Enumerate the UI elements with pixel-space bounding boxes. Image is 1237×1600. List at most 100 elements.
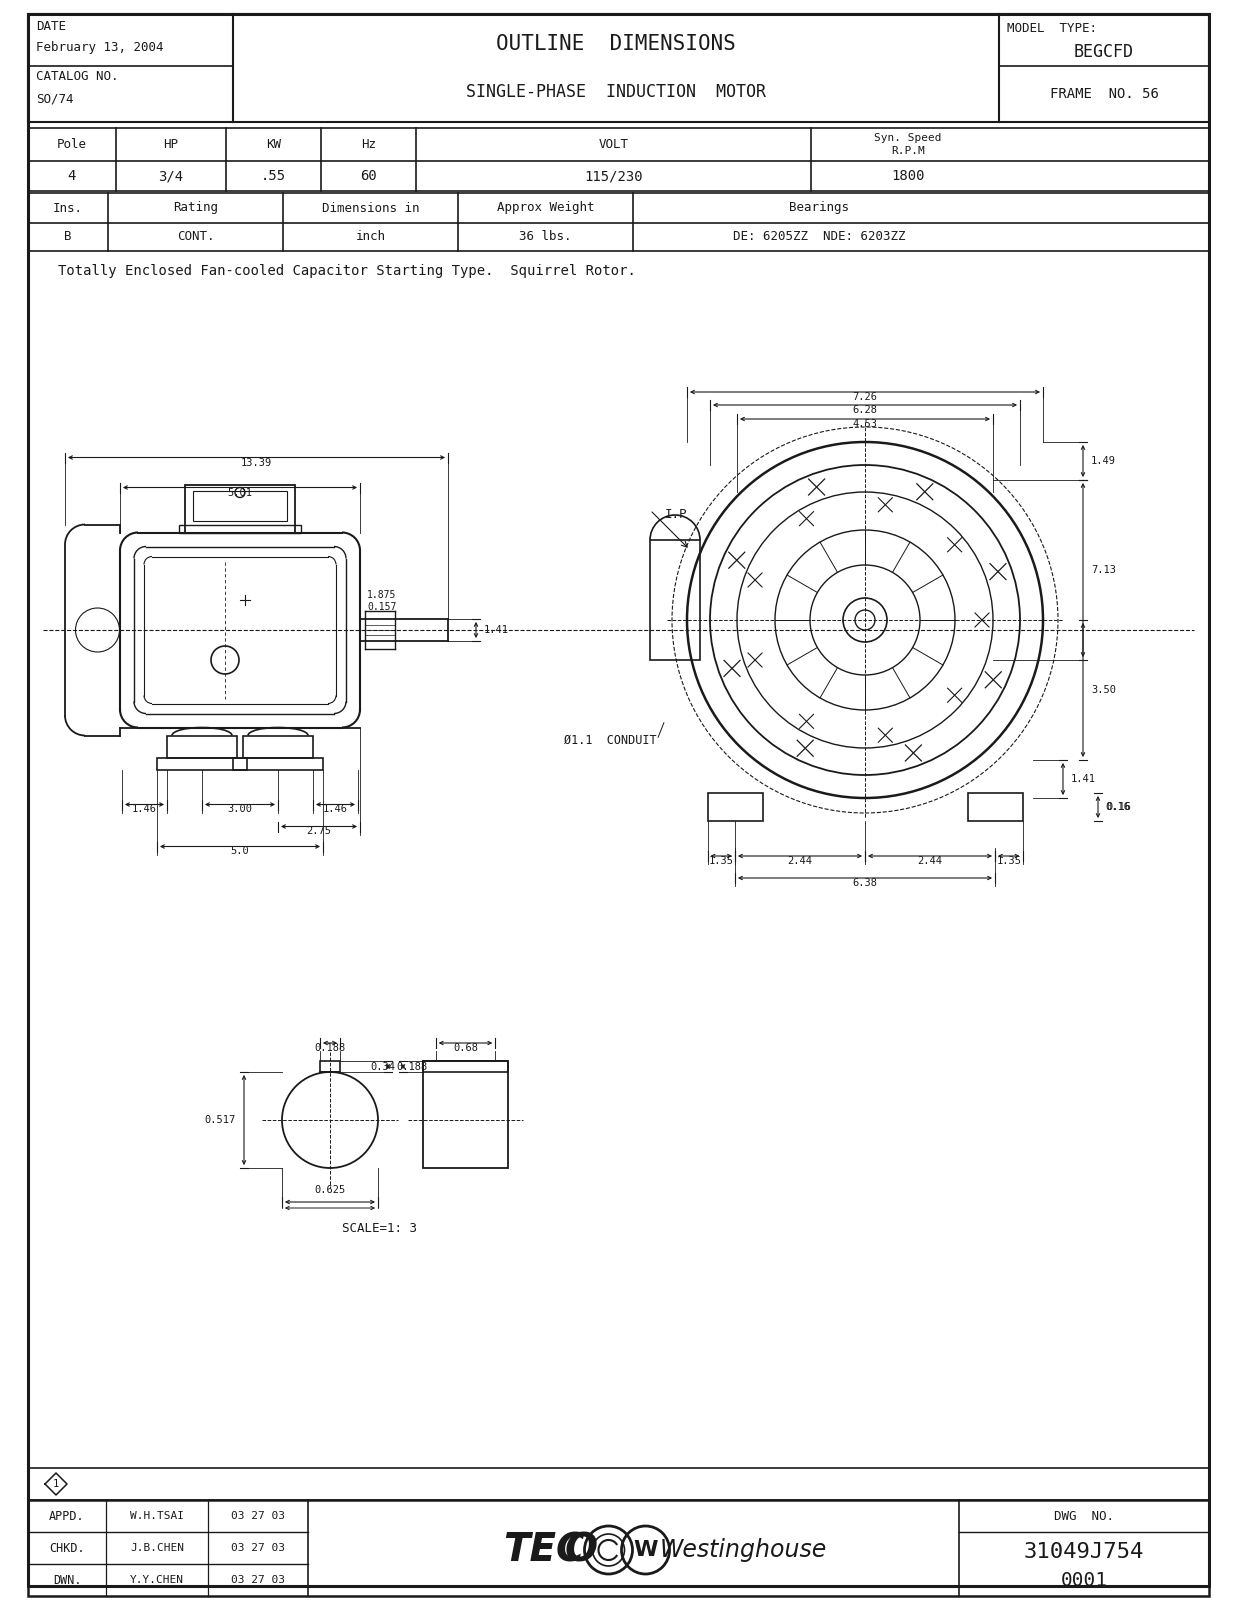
Bar bbox=[179, 525, 301, 533]
Text: 0.517: 0.517 bbox=[205, 1115, 236, 1125]
Text: DWN.: DWN. bbox=[53, 1573, 82, 1587]
Text: FRAME  NO. 56: FRAME NO. 56 bbox=[1049, 86, 1158, 101]
Text: O: O bbox=[565, 1531, 597, 1570]
Text: 1.35: 1.35 bbox=[996, 856, 1022, 866]
Text: 13.39: 13.39 bbox=[241, 458, 272, 467]
Text: Rating: Rating bbox=[173, 202, 218, 214]
Bar bbox=[28, 14, 1209, 122]
Bar bbox=[708, 794, 762, 821]
Text: SINGLE-PHASE  INDUCTION  MOTOR: SINGLE-PHASE INDUCTION MOTOR bbox=[466, 83, 766, 101]
Text: 4: 4 bbox=[68, 170, 77, 182]
Text: Syn. Speed: Syn. Speed bbox=[875, 133, 941, 142]
Bar bbox=[423, 1061, 508, 1168]
Text: W.H.TSAI: W.H.TSAI bbox=[130, 1510, 184, 1522]
Text: 6.38: 6.38 bbox=[852, 878, 877, 888]
Bar bbox=[233, 757, 323, 770]
Text: .55: .55 bbox=[261, 170, 286, 182]
Text: HP: HP bbox=[163, 138, 178, 150]
Text: 1.41: 1.41 bbox=[1071, 774, 1096, 784]
Bar bbox=[28, 1469, 1209, 1501]
Text: 3.00: 3.00 bbox=[228, 805, 252, 814]
Text: 5.0: 5.0 bbox=[230, 846, 250, 856]
Text: R.P.M: R.P.M bbox=[891, 146, 925, 157]
Text: APPD.: APPD. bbox=[49, 1509, 85, 1523]
Text: 7.13: 7.13 bbox=[1091, 565, 1116, 574]
Text: inch: inch bbox=[355, 230, 386, 243]
Text: 1.46: 1.46 bbox=[132, 805, 157, 814]
Text: 1.875: 1.875 bbox=[367, 590, 396, 600]
Text: 1.49: 1.49 bbox=[1091, 456, 1116, 466]
Text: 3.50: 3.50 bbox=[1091, 685, 1116, 694]
Text: 6.28: 6.28 bbox=[852, 405, 877, 414]
Text: 60: 60 bbox=[360, 170, 377, 182]
Text: 2.44: 2.44 bbox=[788, 856, 813, 866]
Text: 2.44: 2.44 bbox=[918, 856, 943, 866]
Text: 1800: 1800 bbox=[891, 170, 925, 182]
Bar bbox=[423, 1061, 508, 1072]
Text: 0.188: 0.188 bbox=[314, 1043, 345, 1053]
Text: Totally Enclosed Fan-cooled Capacitor Starting Type.  Squirrel Rotor.: Totally Enclosed Fan-cooled Capacitor St… bbox=[58, 264, 636, 278]
Text: 1.46: 1.46 bbox=[323, 805, 348, 814]
Text: 03 27 03: 03 27 03 bbox=[231, 1574, 285, 1586]
Text: 1.41: 1.41 bbox=[484, 626, 508, 635]
Text: KW: KW bbox=[266, 138, 281, 150]
Bar bbox=[186, 485, 294, 533]
Text: Hz: Hz bbox=[361, 138, 376, 150]
Text: Y.Y.CHEN: Y.Y.CHEN bbox=[130, 1574, 184, 1586]
Bar bbox=[28, 1501, 1209, 1597]
Bar bbox=[157, 757, 247, 770]
Text: 0.16: 0.16 bbox=[1105, 802, 1131, 813]
Text: TEC: TEC bbox=[502, 1531, 584, 1570]
Text: Pole: Pole bbox=[57, 138, 87, 150]
Text: 0001: 0001 bbox=[1060, 1571, 1107, 1589]
Text: CATALOG NO.: CATALOG NO. bbox=[36, 70, 119, 83]
Bar bbox=[28, 128, 1209, 190]
Text: Dimensions in: Dimensions in bbox=[322, 202, 419, 214]
Text: MODEL  TYPE:: MODEL TYPE: bbox=[1007, 21, 1097, 35]
Text: SO/74: SO/74 bbox=[36, 93, 73, 106]
Text: J.B.CHEN: J.B.CHEN bbox=[130, 1542, 184, 1554]
Text: Approx Weight: Approx Weight bbox=[497, 202, 594, 214]
Text: 4.53: 4.53 bbox=[852, 419, 877, 429]
Text: CHKD.: CHKD. bbox=[49, 1541, 85, 1555]
Bar bbox=[242, 736, 313, 757]
Bar bbox=[28, 194, 1209, 251]
Bar bbox=[167, 736, 238, 757]
Text: Ins.: Ins. bbox=[53, 202, 83, 214]
Text: 0.157: 0.157 bbox=[367, 602, 396, 611]
Text: VOLT: VOLT bbox=[599, 138, 628, 150]
Text: 5.01: 5.01 bbox=[228, 488, 252, 498]
Text: SCALE=1: 3: SCALE=1: 3 bbox=[343, 1221, 418, 1235]
Bar bbox=[193, 491, 287, 520]
Text: CONT.: CONT. bbox=[177, 230, 214, 243]
Text: I.P: I.P bbox=[666, 509, 688, 522]
Text: Bearings: Bearings bbox=[789, 202, 849, 214]
Text: 31049J754: 31049J754 bbox=[1024, 1542, 1144, 1562]
Text: February 13, 2004: February 13, 2004 bbox=[36, 40, 163, 53]
Text: 0.68: 0.68 bbox=[453, 1043, 477, 1053]
Text: 2.75: 2.75 bbox=[307, 827, 332, 837]
Bar bbox=[320, 1061, 340, 1072]
Text: 7.26: 7.26 bbox=[852, 392, 877, 402]
Text: 1: 1 bbox=[53, 1478, 59, 1490]
Text: 03 27 03: 03 27 03 bbox=[231, 1510, 285, 1522]
Text: 03 27 03: 03 27 03 bbox=[231, 1542, 285, 1554]
Text: BEGCFD: BEGCFD bbox=[1074, 43, 1134, 61]
Text: DE: 6205ZZ  NDE: 6203ZZ: DE: 6205ZZ NDE: 6203ZZ bbox=[732, 230, 905, 243]
Text: Westinghouse: Westinghouse bbox=[659, 1538, 828, 1562]
Text: 0.16: 0.16 bbox=[1106, 802, 1131, 813]
Bar bbox=[967, 794, 1023, 821]
Text: 0.188: 0.188 bbox=[396, 1061, 427, 1072]
Text: DATE: DATE bbox=[36, 21, 66, 34]
Bar bbox=[649, 541, 700, 659]
Text: 0.34: 0.34 bbox=[370, 1061, 395, 1072]
Text: OUTLINE  DIMENSIONS: OUTLINE DIMENSIONS bbox=[496, 34, 736, 54]
Text: 0.625: 0.625 bbox=[314, 1186, 345, 1195]
Text: DWG  NO.: DWG NO. bbox=[1054, 1509, 1115, 1523]
Text: W: W bbox=[633, 1539, 658, 1560]
Text: B: B bbox=[64, 230, 72, 243]
Text: 36 lbs.: 36 lbs. bbox=[520, 230, 571, 243]
Text: 1.35: 1.35 bbox=[709, 856, 734, 866]
Text: 3/4: 3/4 bbox=[158, 170, 183, 182]
Text: Ø1.1  CONDUIT: Ø1.1 CONDUIT bbox=[564, 733, 657, 747]
